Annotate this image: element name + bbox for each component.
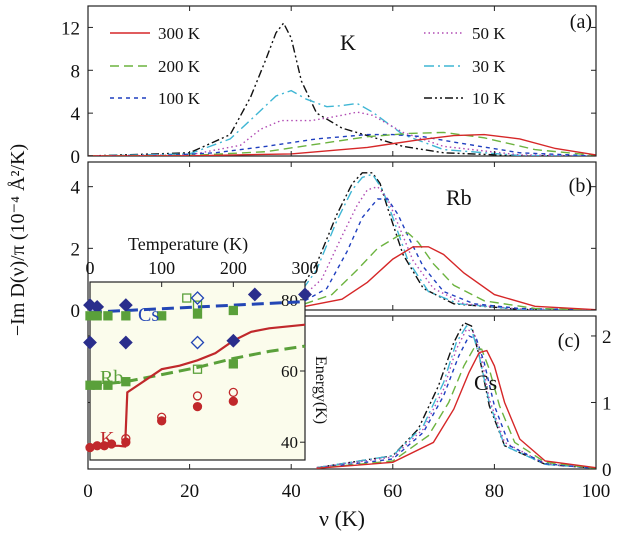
inset-marker-k bbox=[228, 387, 238, 398]
legend-label: 100 K bbox=[158, 89, 201, 108]
y-tick-label: 4 bbox=[71, 104, 81, 125]
series-line bbox=[290, 198, 596, 310]
inset-marker-rb bbox=[103, 380, 113, 390]
series-line bbox=[290, 185, 596, 310]
legend-label: 200 K bbox=[158, 57, 201, 76]
inset-marker-k bbox=[121, 433, 131, 444]
series-line bbox=[316, 321, 596, 469]
panel-b-label: (b) bbox=[569, 175, 592, 197]
panel-a-element: K bbox=[340, 30, 356, 55]
series-line bbox=[316, 349, 596, 469]
panel-c-element: Cs bbox=[474, 370, 497, 395]
inset-top-xlabel: Temperature (K) bbox=[128, 234, 248, 255]
inset-x-tick-label: 100 bbox=[148, 258, 175, 278]
series-line bbox=[291, 246, 596, 310]
series-line bbox=[88, 133, 596, 156]
series-line bbox=[88, 111, 596, 156]
panel-c-label: (c) bbox=[558, 330, 580, 352]
y-tick-label: 4 bbox=[71, 178, 81, 199]
inset-y-tick-label: 40 bbox=[281, 433, 298, 452]
inset-marker-cs bbox=[103, 311, 113, 321]
series-line bbox=[290, 232, 596, 310]
y-tick-label: 0 bbox=[71, 301, 81, 322]
y-tick-label: 0 bbox=[602, 460, 612, 481]
series-line bbox=[88, 89, 596, 156]
series-line bbox=[290, 173, 596, 310]
inset-label-k: K bbox=[100, 428, 115, 450]
inset-marker-rb bbox=[83, 335, 97, 350]
legend-label: 300 K bbox=[158, 24, 201, 43]
legend-label: 30 K bbox=[472, 57, 506, 76]
inset-marker-rb bbox=[192, 364, 203, 374]
y-tick-label: 12 bbox=[61, 18, 80, 39]
panel-a-curves bbox=[88, 21, 596, 156]
series-line bbox=[316, 347, 596, 469]
panel-c-frame bbox=[87, 315, 597, 470]
inset-marker-k bbox=[192, 401, 203, 412]
series-line bbox=[88, 133, 596, 156]
legend: 300 K 200 K 100 K 50 K 30 K 10 K bbox=[110, 24, 506, 108]
series-line bbox=[88, 131, 596, 156]
panel-a-frame bbox=[87, 5, 597, 157]
legend-label: 10 K bbox=[472, 89, 506, 108]
inset: 0 100 200 300 40 60 80 Temperature (K) Energy(… bbox=[83, 234, 329, 461]
panel-c-curves bbox=[316, 321, 596, 469]
x-axis-label: ν (K) bbox=[319, 506, 365, 531]
inset-ylabel: Energy(K) bbox=[312, 356, 329, 424]
inset-marker-cs bbox=[192, 300, 203, 310]
x-tick-label: 0 bbox=[83, 481, 93, 502]
y-tick-label: 2 bbox=[71, 239, 81, 260]
panel-b-element: Rb bbox=[446, 185, 472, 210]
legend-label: 50 K bbox=[472, 24, 506, 43]
inset-label-cs: Cs bbox=[138, 304, 159, 326]
x-tick-label: 60 bbox=[383, 481, 402, 502]
inset-x-tick-label: 300 bbox=[292, 258, 319, 278]
inset-plot: 0 100 200 300 40 60 80 bbox=[83, 258, 319, 452]
inset-marker-k bbox=[106, 439, 117, 449]
x-tick-label: 20 bbox=[180, 481, 199, 502]
y-tick-label: 0 bbox=[71, 147, 81, 168]
inset-label-rb: Rb bbox=[100, 367, 123, 389]
inset-marker-rb bbox=[190, 335, 205, 350]
inset-y-tick-label: 80 bbox=[281, 291, 298, 310]
inset-marker-cs bbox=[92, 311, 102, 321]
x-tick-label: 80 bbox=[485, 481, 504, 502]
series-line bbox=[290, 172, 596, 310]
inset-marker-cs bbox=[228, 305, 238, 316]
inset-y-tick-label: 60 bbox=[281, 362, 298, 381]
inset-marker-k bbox=[192, 391, 203, 401]
panel-b-frame bbox=[87, 161, 597, 311]
x-tick-label: 40 bbox=[282, 481, 301, 502]
inset-marker-k bbox=[228, 396, 238, 406]
inset-marker-cs bbox=[121, 311, 131, 321]
inset-marker-cs bbox=[247, 287, 262, 302]
inset-marker-rb bbox=[228, 359, 238, 369]
inset-trend-line bbox=[89, 323, 306, 449]
x-tick-label: 100 bbox=[582, 481, 611, 502]
series-line bbox=[316, 328, 596, 469]
inset-trend-line bbox=[89, 344, 306, 387]
panel-a-label: (a) bbox=[570, 11, 592, 33]
panel-b-curves bbox=[290, 172, 596, 310]
inset-marker-rb bbox=[92, 380, 102, 390]
inset-marker-cs bbox=[190, 291, 205, 305]
inset-marker-cs bbox=[298, 287, 312, 302]
y-tick-label: 1 bbox=[602, 393, 612, 414]
series-line bbox=[316, 325, 596, 469]
inset-marker-cs bbox=[118, 298, 133, 313]
y-tick-label: 2 bbox=[602, 327, 612, 348]
inset-x-tick-label: 200 bbox=[220, 258, 247, 278]
inset-marker-rb bbox=[118, 335, 133, 350]
y-tick-label: 8 bbox=[71, 61, 81, 82]
inset-marker-cs bbox=[157, 311, 167, 321]
inset-marker-k bbox=[157, 412, 167, 422]
inset-x-tick-label: 0 bbox=[86, 258, 95, 278]
inset-marker-rb bbox=[226, 333, 241, 348]
inset-marker-cs bbox=[192, 309, 203, 319]
y-axis-label: −Im D(ν)/π (10⁻⁴ Å²/K) bbox=[7, 144, 29, 336]
inset-marker-rb bbox=[121, 377, 131, 387]
